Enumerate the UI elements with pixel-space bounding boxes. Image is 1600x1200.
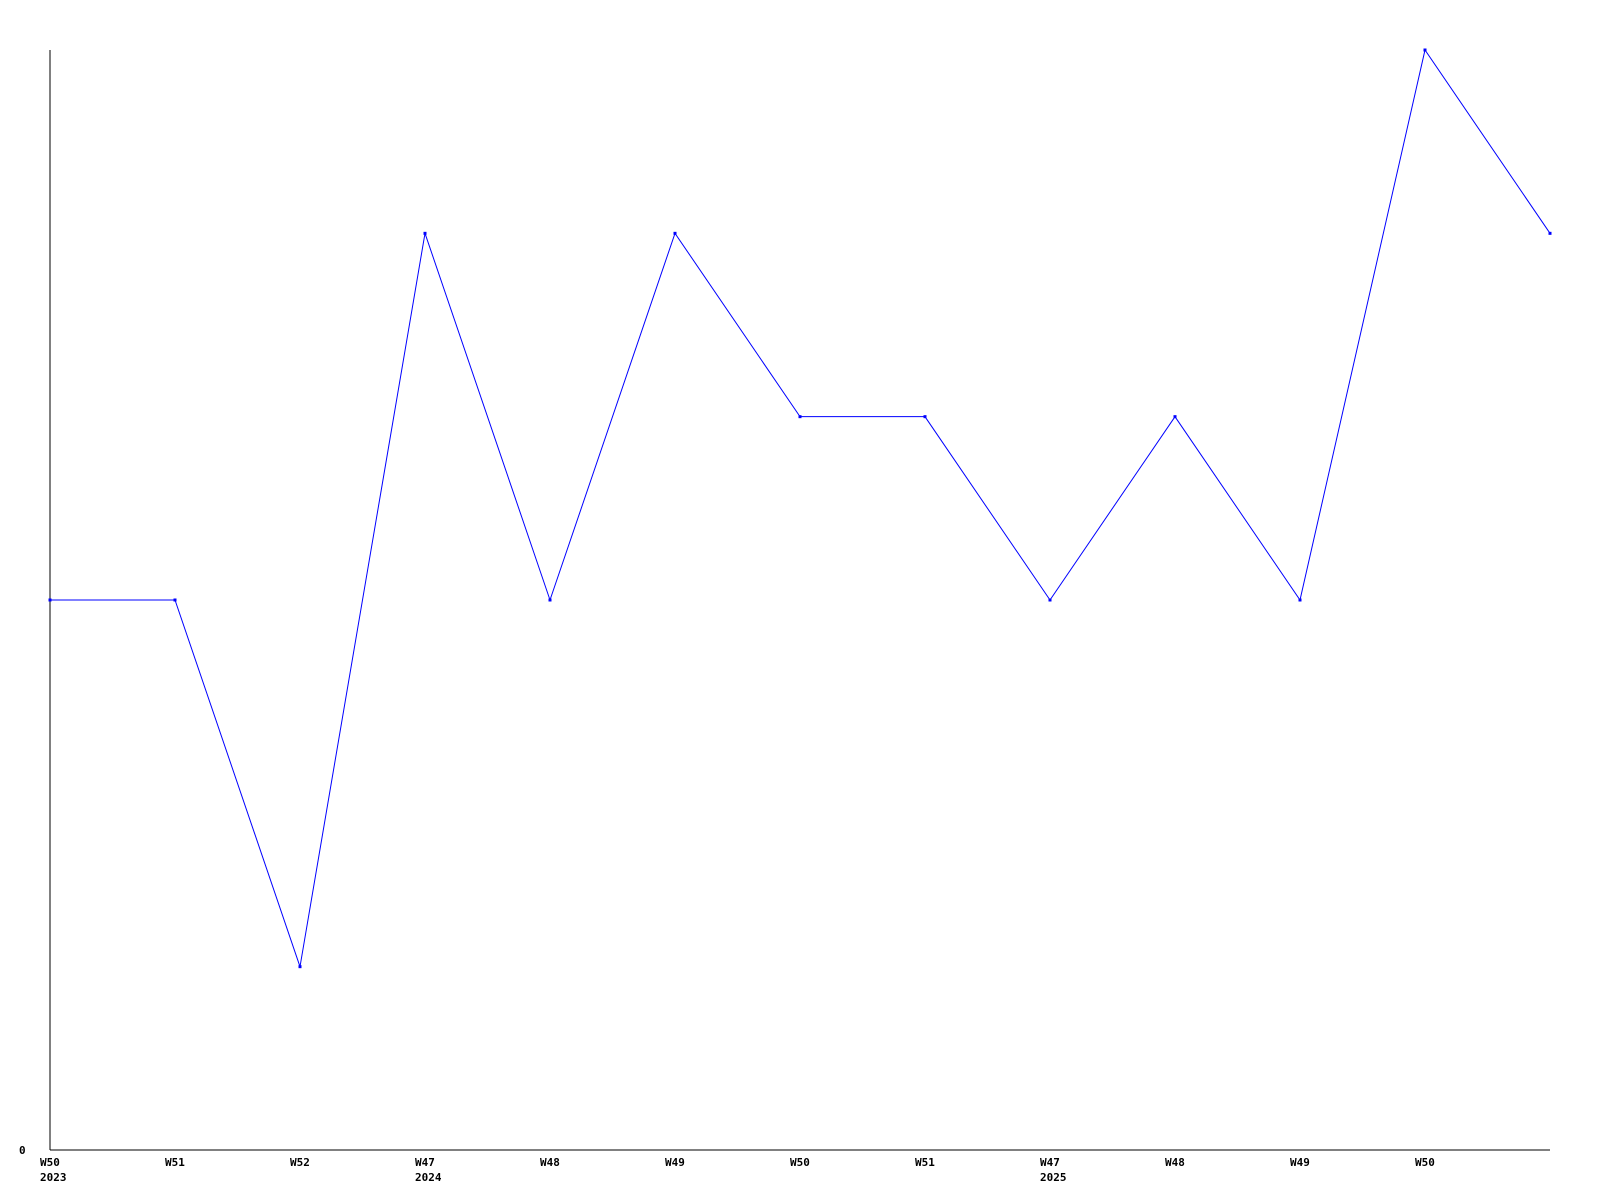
data-point — [1048, 598, 1052, 602]
data-point — [423, 231, 427, 235]
x-tick-year-label: 2023 — [40, 1171, 67, 1184]
y-tick-label: 0 — [19, 1144, 26, 1157]
data-point — [923, 415, 927, 419]
data-point — [1298, 598, 1302, 602]
x-tick-label: W47 — [1040, 1156, 1060, 1169]
x-tick-year-label: 2025 — [1040, 1171, 1067, 1184]
x-tick-label: W47 — [415, 1156, 435, 1169]
x-tick-label: W49 — [1290, 1156, 1310, 1169]
series-line — [50, 48, 1551, 967]
data-point — [1423, 48, 1427, 52]
data-point — [298, 965, 302, 969]
x-tick-label: W51 — [165, 1156, 185, 1169]
x-tick-label: W48 — [1165, 1156, 1185, 1169]
x-tick-label: W50 — [790, 1156, 810, 1169]
x-tick-year-label: 2024 — [415, 1171, 442, 1184]
data-point — [48, 598, 52, 602]
data-point — [1548, 231, 1552, 235]
x-tick-label: W50 — [1415, 1156, 1435, 1169]
x-tick-label: W51 — [915, 1156, 935, 1169]
x-tick-label: W49 — [665, 1156, 685, 1169]
data-point — [548, 598, 552, 602]
data-point — [1173, 415, 1177, 419]
data-point — [798, 415, 802, 419]
x-tick-label: W48 — [540, 1156, 560, 1169]
x-tick-label: W50 — [40, 1156, 60, 1169]
data-point — [673, 231, 677, 235]
x-tick-label: W52 — [290, 1156, 310, 1169]
data-point — [173, 598, 177, 602]
